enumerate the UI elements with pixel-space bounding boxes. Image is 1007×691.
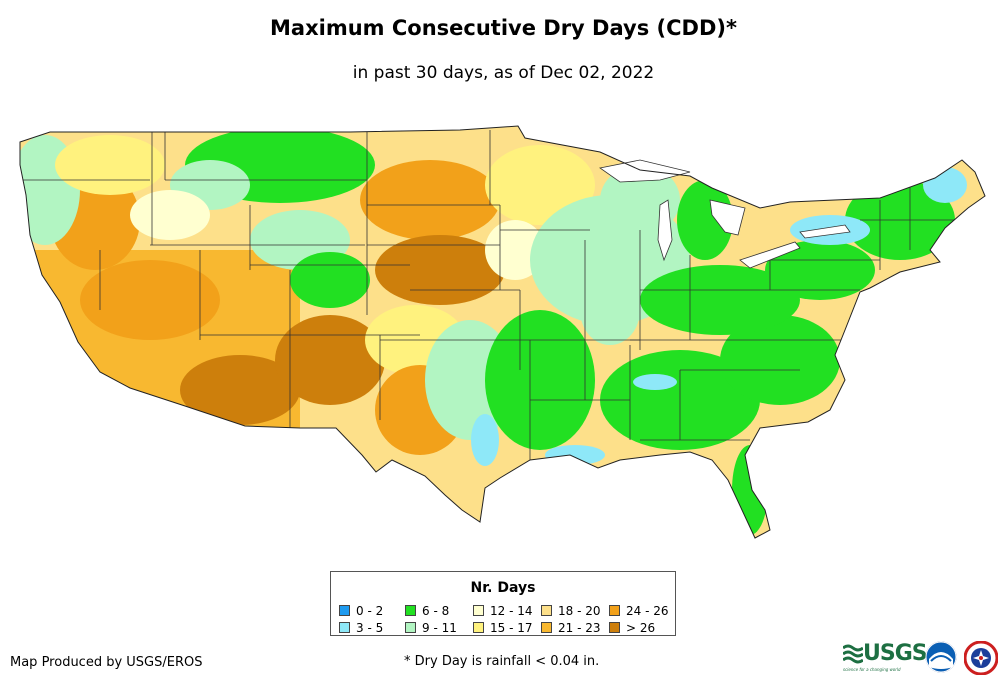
map-credit: Map Produced by USGS/EROS (10, 655, 203, 670)
legend-swatch (339, 605, 350, 616)
legend-swatch (541, 605, 552, 616)
legend-label: 6 - 8 (422, 603, 450, 618)
zone-maine-wettest (923, 167, 967, 203)
lake-michigan (657, 199, 673, 262)
usgs-wave-icon (843, 644, 863, 664)
zone-nevada (80, 260, 220, 340)
zone-washington (55, 135, 165, 195)
map-title: Maximum Consecutive Dry Days (CDD)* (270, 16, 737, 40)
legend-label: 9 - 11 (422, 620, 457, 635)
legend-swatch (473, 605, 484, 616)
legend-item: 21 - 23 (541, 619, 609, 636)
zone-michigan (677, 180, 733, 260)
legend-label: 0 - 2 (356, 603, 384, 618)
map-subtitle: in past 30 days, as of Dec 02, 2022 (352, 63, 655, 83)
zone-arkansas-louisiana (485, 310, 595, 450)
legend-swatch (609, 622, 620, 633)
legend-item: 24 - 26 (609, 602, 673, 619)
zone-pennsylvania (765, 240, 875, 300)
nws-logo (964, 641, 998, 675)
legend-swatch (609, 605, 620, 616)
legend-item: 12 - 14 (473, 602, 541, 619)
legend-item: 6 - 8 (405, 602, 473, 619)
legend-label: > 26 (626, 620, 656, 635)
legend-grid: 0 - 2 3 - 5 6 - 8 9 - 11 12 - 14 15 - 17… (339, 602, 673, 636)
legend: Nr. Days 0 - 2 3 - 5 6 - 8 9 - 11 12 - 1… (330, 571, 676, 636)
legend-swatch (339, 622, 350, 633)
us-outline (19, 125, 986, 539)
zone-ohio-valley (640, 265, 800, 335)
legend-item: 15 - 17 (473, 619, 541, 636)
zone-gulf-coast-wet (545, 445, 605, 465)
zone-texas-coast-wet (471, 414, 499, 466)
zone-dakotas (360, 160, 500, 240)
legend-label: 18 - 20 (558, 603, 601, 618)
usgs-wordmark: USGS (863, 641, 928, 666)
noaa-logo (925, 641, 957, 673)
zone-carolinas (720, 315, 840, 405)
lake-erie (739, 241, 801, 269)
lake-ontario (799, 224, 851, 239)
state-boundaries (20, 130, 960, 460)
legend-label: 3 - 5 (356, 620, 384, 635)
legend-label: 12 - 14 (490, 603, 533, 618)
usgs-logo: USGS science for a changing world (843, 641, 928, 672)
legend-item: 18 - 20 (541, 602, 609, 619)
zone-florida (732, 445, 768, 535)
zone-arizona-driest (180, 355, 300, 425)
zone-nebraska-kansas (375, 235, 505, 305)
legend-item: 9 - 11 (405, 619, 473, 636)
zone-colorado-rockies (290, 252, 370, 308)
legend-item: 3 - 5 (339, 619, 405, 636)
legend-item: 0 - 2 (339, 602, 405, 619)
usgs-tagline: science for a changing world (843, 667, 901, 672)
legend-label: 21 - 23 (558, 620, 601, 635)
zone-idaho-south (130, 190, 210, 240)
legend-swatch (473, 622, 484, 633)
legend-swatch (405, 622, 416, 633)
zone-new-mexico-driest (275, 315, 385, 405)
dry-day-note: * Dry Day is rainfall < 0.04 in. (404, 654, 600, 669)
lake-huron (709, 199, 746, 236)
legend-label: 15 - 17 (490, 620, 533, 635)
legend-swatch (541, 622, 552, 633)
us-dry-days-map (19, 125, 986, 539)
legend-swatch (405, 605, 416, 616)
legend-label: 24 - 26 (626, 603, 669, 618)
legend-item: > 26 (609, 619, 673, 636)
legend-title: Nr. Days (470, 580, 536, 596)
zone-tennessee-wet (633, 374, 677, 390)
zone-missouri-river (580, 275, 640, 345)
